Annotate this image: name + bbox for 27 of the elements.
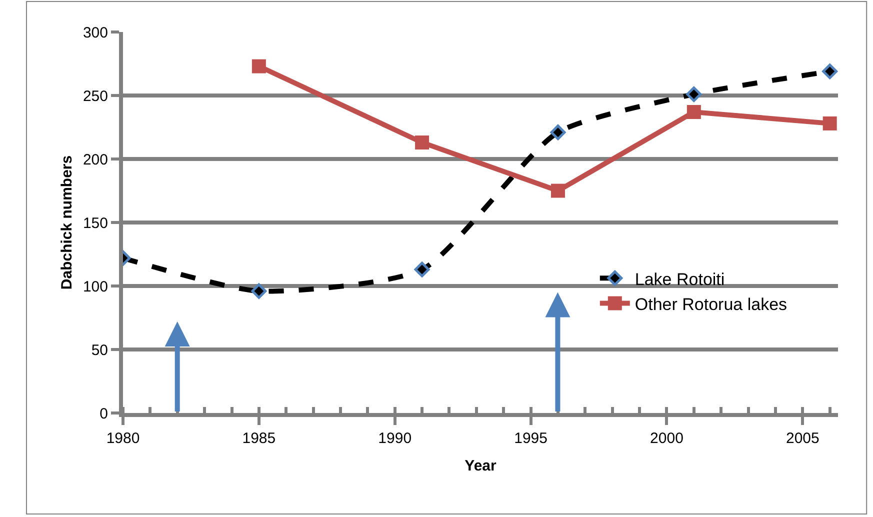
point	[686, 105, 701, 120]
x-tick-label: 1985	[242, 430, 276, 447]
x-axis-title: Year	[464, 458, 497, 474]
point	[822, 64, 838, 80]
legend-label: Other Rotorua lakes	[634, 294, 788, 314]
y-tick-label: 250	[82, 88, 108, 105]
point	[822, 116, 837, 130]
point	[252, 59, 266, 74]
point	[550, 124, 566, 140]
point	[686, 86, 702, 102]
y-tick-label: 50	[91, 342, 108, 359]
x-tick-label: 2000	[650, 430, 684, 447]
x-tick-label: 1980	[106, 430, 140, 447]
point	[550, 184, 565, 198]
point	[414, 262, 430, 278]
y-tick-label: 200	[82, 151, 108, 168]
y-axis-title: Dabchick numbers	[58, 155, 76, 290]
x-tick-label: 1990	[378, 430, 412, 447]
y-tick-label: 100	[82, 278, 108, 296]
y-tick-label: 300	[82, 24, 108, 42]
point	[251, 283, 267, 299]
y-tick-label: 0	[100, 405, 108, 422]
point	[415, 135, 430, 150]
legend-label: Lake Rotoiti	[634, 270, 725, 289]
y-tick-label: 150	[82, 214, 108, 232]
x-tick-label: 1995	[514, 430, 548, 447]
x-tick-label: 2005	[786, 430, 820, 447]
